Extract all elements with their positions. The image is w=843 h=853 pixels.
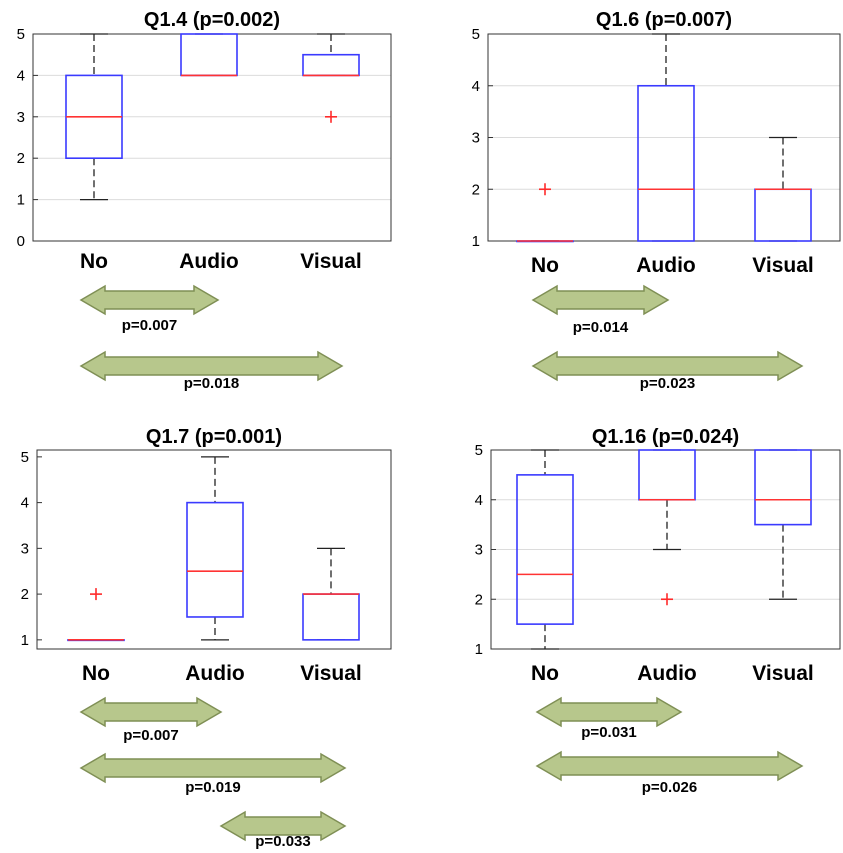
comparison-p-label: p=0.033 — [255, 833, 310, 850]
y-tick-label: 4 — [472, 78, 480, 95]
y-tick-label: 5 — [21, 449, 29, 466]
comparison-arrow — [79, 752, 347, 784]
comparison-arrow — [79, 284, 220, 316]
box-no — [516, 183, 574, 243]
x-category-label: Visual — [752, 254, 813, 277]
y-tick-label: 2 — [472, 181, 480, 198]
comparison-arrow — [535, 750, 804, 782]
x-category-label: No — [80, 250, 108, 273]
box-no — [516, 449, 574, 650]
y-tick-label: 1 — [472, 233, 480, 250]
y-tick-label: 0 — [17, 233, 25, 250]
comparison-arrow — [79, 350, 344, 382]
outlier-marker — [539, 183, 551, 196]
y-tick-label: 1 — [17, 192, 25, 209]
y-tick-label: 4 — [21, 495, 29, 512]
x-category-label: Audio — [637, 662, 696, 685]
box-audio — [186, 456, 244, 641]
x-category-label: Audio — [179, 250, 238, 273]
comparison-p-label: p=0.031 — [581, 724, 636, 741]
box-audio — [637, 33, 695, 242]
x-category-label: Visual — [300, 250, 361, 273]
comparison-arrow — [79, 696, 223, 728]
box-plot-panel: Q1.16 (p=0.024) 1 2 3 4 5 No Audio Visual p=0.031… — [475, 426, 841, 796]
y-tick-label: 5 — [475, 442, 483, 459]
iqr-box — [638, 449, 696, 501]
box-visual — [754, 136, 812, 242]
comparison-p-label: p=0.023 — [640, 375, 695, 392]
y-tick-label: 1 — [475, 641, 483, 658]
x-category-label: No — [531, 662, 559, 685]
iqr-box — [302, 593, 360, 641]
outlier-marker — [90, 588, 102, 601]
comparison-p-label: p=0.007 — [122, 317, 177, 334]
y-tick-label: 3 — [475, 542, 483, 559]
box-plot-panel: Q1.4 (p=0.002) 0 1 2 3 4 5 No Audio Visual p=0.007… — [17, 9, 392, 392]
plot-frame — [32, 33, 392, 242]
iqr-box — [186, 501, 244, 618]
y-tick-label: 4 — [475, 492, 483, 509]
box-plot-panel: Q1.7 (p=0.001) 1 2 3 4 5 No Audio Visual p=0.007 p… — [21, 426, 392, 850]
y-tick-label: 5 — [17, 26, 25, 43]
chart-title: Q1.4 (p=0.002) — [144, 9, 280, 31]
y-tick-label: 4 — [17, 67, 25, 84]
box-audio — [180, 33, 238, 77]
x-category-label: Audio — [636, 254, 695, 277]
y-tick-label: 2 — [21, 586, 29, 603]
y-tick-label: 2 — [475, 591, 483, 608]
chart-title: Q1.16 (p=0.024) — [592, 426, 739, 448]
iqr-box — [516, 474, 574, 625]
iqr-box — [302, 53, 360, 77]
y-tick-label: 5 — [472, 26, 480, 43]
comparison-arrow — [535, 696, 683, 728]
box-plot-panel: Q1.6 (p=0.007) 1 2 3 4 5 No Audio Visual p=0.014 p… — [472, 9, 841, 392]
comparison-arrow — [531, 284, 670, 316]
box-no — [65, 33, 123, 201]
x-category-label: Visual — [752, 662, 813, 685]
y-tick-label: 1 — [21, 632, 29, 649]
x-category-label: No — [531, 254, 559, 277]
iqr-box — [754, 449, 812, 526]
box-visual — [302, 547, 360, 641]
iqr-box — [180, 33, 238, 77]
comparison-arrow — [219, 810, 347, 842]
y-tick-label: 3 — [17, 109, 25, 126]
comparison-p-label: p=0.014 — [573, 319, 629, 336]
iqr-box — [637, 84, 695, 242]
box-audio — [638, 449, 696, 606]
x-category-label: Audio — [185, 662, 244, 685]
comparison-p-label: p=0.007 — [123, 727, 178, 744]
x-category-label: Visual — [300, 662, 361, 685]
x-category-label: No — [82, 662, 110, 685]
box-visual — [754, 449, 812, 600]
comparison-p-label: p=0.026 — [642, 779, 697, 796]
outlier-marker — [325, 110, 337, 123]
outlier-marker — [661, 593, 673, 606]
chart-title: Q1.7 (p=0.001) — [146, 426, 282, 448]
iqr-box — [754, 188, 812, 242]
y-tick-label: 2 — [17, 150, 25, 167]
box-no — [67, 588, 125, 642]
comparison-p-label: p=0.018 — [184, 375, 239, 392]
y-tick-label: 3 — [21, 540, 29, 557]
plot-frame — [36, 449, 392, 650]
comparison-arrow — [531, 350, 804, 382]
box-visual — [302, 33, 360, 123]
chart-title: Q1.6 (p=0.007) — [596, 9, 732, 31]
y-tick-label: 3 — [472, 130, 480, 147]
comparison-p-label: p=0.019 — [185, 779, 240, 796]
